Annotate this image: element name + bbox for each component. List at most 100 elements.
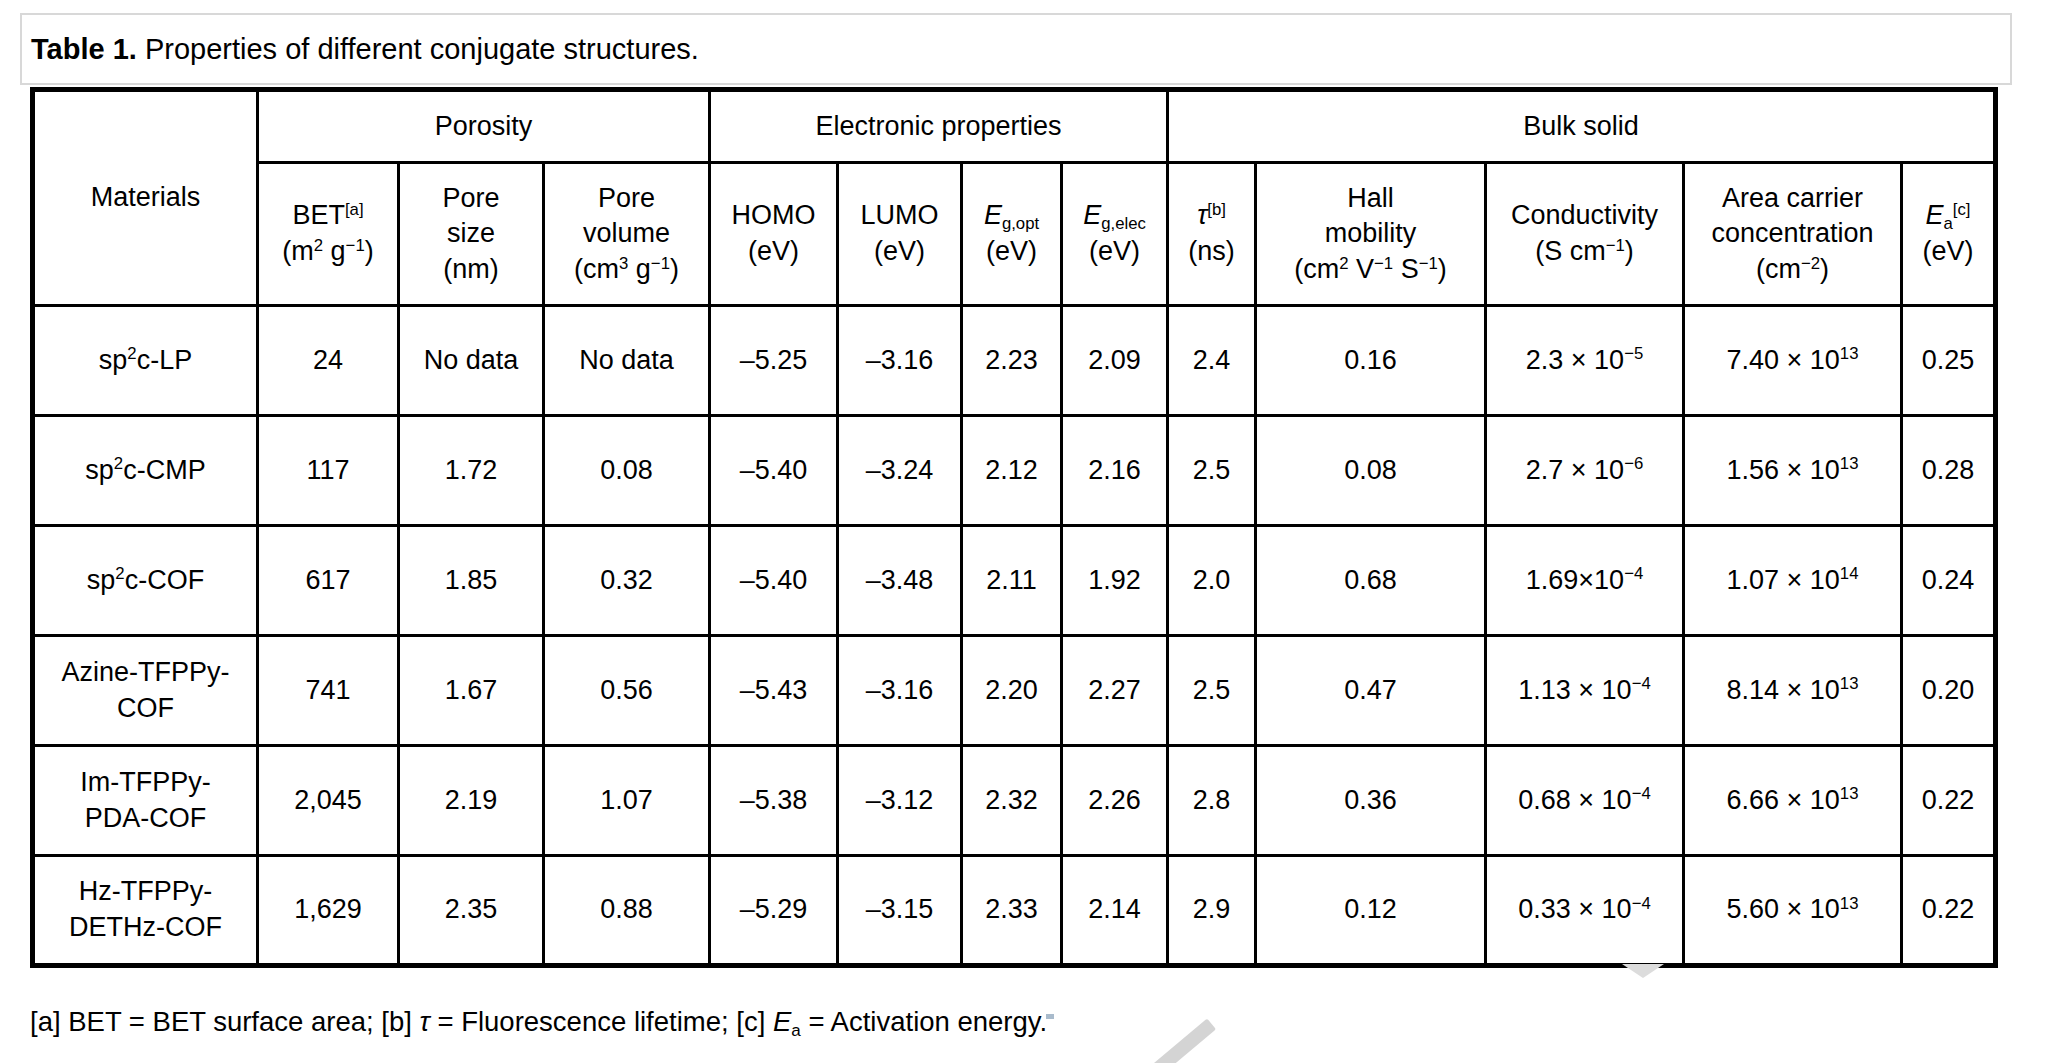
table-cell: 1.85 bbox=[399, 526, 544, 636]
material-name-cell: sp2c-COF bbox=[33, 526, 258, 636]
table-cell: 2,045 bbox=[258, 746, 399, 856]
group-header-electronic-properties: Electronic properties bbox=[710, 90, 1168, 163]
table-cell: 2.19 bbox=[399, 746, 544, 856]
table-cell: –3.48 bbox=[838, 526, 962, 636]
table-cell: 2.0 bbox=[1168, 526, 1256, 636]
sub-header-row: BET[a](m2 g−1) Poresize(nm) Porevolume(c… bbox=[33, 163, 1996, 306]
table-cell: 0.36 bbox=[1256, 746, 1486, 856]
table-cell: –5.29 bbox=[710, 856, 838, 966]
column-header-ea: Ea[c](eV) bbox=[1902, 163, 1996, 306]
table-cell: No data bbox=[544, 306, 710, 416]
table-cell: 1.07 bbox=[544, 746, 710, 856]
table-cell: 741 bbox=[258, 636, 399, 746]
table-cell: 0.68 × 10−4 bbox=[1486, 746, 1684, 856]
table-cell: –5.40 bbox=[710, 526, 838, 636]
table-cell: 0.08 bbox=[544, 416, 710, 526]
column-header-hall-mobility: Hallmobility(cm2 V−1 S−1) bbox=[1256, 163, 1486, 306]
table-cell: 0.33 × 10−4 bbox=[1486, 856, 1684, 966]
table-cell: 2.26 bbox=[1062, 746, 1168, 856]
table-footnote: [a] BET = BET surface area; [b] τ = Fluo… bbox=[30, 1004, 1130, 1040]
table-cell: 2.9 bbox=[1168, 856, 1256, 966]
table-cell: 1.13 × 10−4 bbox=[1486, 636, 1684, 746]
table-cell: 2.7 × 10−6 bbox=[1486, 416, 1684, 526]
table-row: sp2c-LP 24 No data No data –5.25 –3.16 2… bbox=[33, 306, 1996, 416]
table-cell: 0.28 bbox=[1902, 416, 1996, 526]
table-cell: –3.24 bbox=[838, 416, 962, 526]
column-header-area-carrier-concentration: Area carrierconcentration(cm−2) bbox=[1684, 163, 1902, 306]
column-header-homo: HOMO(eV) bbox=[710, 163, 838, 306]
table-cell: 24 bbox=[258, 306, 399, 416]
table-cell: 2.32 bbox=[962, 746, 1062, 856]
table-cell: 0.08 bbox=[1256, 416, 1486, 526]
table-cell: 2.5 bbox=[1168, 636, 1256, 746]
material-name-cell: sp2c-LP bbox=[33, 306, 258, 416]
table-row: sp2c-COF 617 1.85 0.32 –5.40 –3.48 2.11 … bbox=[33, 526, 1996, 636]
properties-table: Materials Porosity Electronic properties… bbox=[30, 87, 1998, 968]
table-cell: 0.47 bbox=[1256, 636, 1486, 746]
column-header-bet: BET[a](m2 g−1) bbox=[258, 163, 399, 306]
table-cell: 1,629 bbox=[258, 856, 399, 966]
table-cell: 2.4 bbox=[1168, 306, 1256, 416]
table-cell: 117 bbox=[258, 416, 399, 526]
table-cell: 8.14 × 1013 bbox=[1684, 636, 1902, 746]
column-header-pore-size: Poresize(nm) bbox=[399, 163, 544, 306]
watermark-speck-icon bbox=[1046, 1014, 1054, 1019]
table-cell: 1.07 × 1014 bbox=[1684, 526, 1902, 636]
table-cell: 0.88 bbox=[544, 856, 710, 966]
table-cell: 5.60 × 1013 bbox=[1684, 856, 1902, 966]
table-caption-number: Table 1. bbox=[31, 33, 137, 66]
table-row: Im-TFPPy-PDA-COF 2,045 2.19 1.07 –5.38 –… bbox=[33, 746, 1996, 856]
table-cell: 2.09 bbox=[1062, 306, 1168, 416]
table-cell: –3.16 bbox=[838, 636, 962, 746]
table-cell: 2.27 bbox=[1062, 636, 1168, 746]
material-name-cell: Azine-TFPPy-COF bbox=[33, 636, 258, 746]
table-cell: 0.56 bbox=[544, 636, 710, 746]
table-cell: 0.22 bbox=[1902, 856, 1996, 966]
table-cell: –3.12 bbox=[838, 746, 962, 856]
group-header-bulk-solid: Bulk solid bbox=[1168, 90, 1996, 163]
table-cell: 0.32 bbox=[544, 526, 710, 636]
table-cell: 6.66 × 1013 bbox=[1684, 746, 1902, 856]
table-cell: 0.24 bbox=[1902, 526, 1996, 636]
table-cell: –5.40 bbox=[710, 416, 838, 526]
table-cell: –5.43 bbox=[710, 636, 838, 746]
table-cell: 1.72 bbox=[399, 416, 544, 526]
group-header-porosity: Porosity bbox=[258, 90, 710, 163]
table-row: Azine-TFPPy-COF 741 1.67 0.56 –5.43 –3.1… bbox=[33, 636, 1996, 746]
column-header-lumo: LUMO(eV) bbox=[838, 163, 962, 306]
table-cell: 1.67 bbox=[399, 636, 544, 746]
material-name-cell: Im-TFPPy-PDA-COF bbox=[33, 746, 258, 856]
table-cell: 1.69×10−4 bbox=[1486, 526, 1684, 636]
table-cell: 2.16 bbox=[1062, 416, 1168, 526]
column-header-materials: Materials bbox=[33, 90, 258, 306]
table-cell: 0.22 bbox=[1902, 746, 1996, 856]
table-cell: 2.14 bbox=[1062, 856, 1168, 966]
table-cell: 1.56 × 1013 bbox=[1684, 416, 1902, 526]
table-cell: –5.38 bbox=[710, 746, 838, 856]
column-header-eg-opt: Eg,opt(eV) bbox=[962, 163, 1062, 306]
table-cell: 0.16 bbox=[1256, 306, 1486, 416]
table-cell: 2.5 bbox=[1168, 416, 1256, 526]
column-header-tau: τ[b](ns) bbox=[1168, 163, 1256, 306]
table-row: sp2c-CMP 117 1.72 0.08 –5.40 –3.24 2.12 … bbox=[33, 416, 1996, 526]
table-caption-text: Properties of different conjugate struct… bbox=[137, 33, 699, 66]
table-cell: 2.20 bbox=[962, 636, 1062, 746]
column-header-pore-volume: Porevolume(cm3 g−1) bbox=[544, 163, 710, 306]
table-cell: 2.3 × 10−5 bbox=[1486, 306, 1684, 416]
table-cell: 617 bbox=[258, 526, 399, 636]
table-cell: 2.35 bbox=[399, 856, 544, 966]
watermark-slash-icon bbox=[1152, 1018, 1216, 1063]
table-cell: 2.33 bbox=[962, 856, 1062, 966]
watermark-triangle-icon bbox=[1622, 964, 1664, 978]
material-name-cell: Hz-TFPPy-DETHz-COF bbox=[33, 856, 258, 966]
table-cell: 1.92 bbox=[1062, 526, 1168, 636]
table-cell: 0.20 bbox=[1902, 636, 1996, 746]
column-header-conductivity: Conductivity(S cm−1) bbox=[1486, 163, 1684, 306]
table-cell: –3.16 bbox=[838, 306, 962, 416]
table-cell: –5.25 bbox=[710, 306, 838, 416]
table-cell: 2.12 bbox=[962, 416, 1062, 526]
table-cell: 0.12 bbox=[1256, 856, 1486, 966]
table-cell: 2.11 bbox=[962, 526, 1062, 636]
material-name-cell: sp2c-CMP bbox=[33, 416, 258, 526]
table-row: Hz-TFPPy-DETHz-COF 1,629 2.35 0.88 –5.29… bbox=[33, 856, 1996, 966]
